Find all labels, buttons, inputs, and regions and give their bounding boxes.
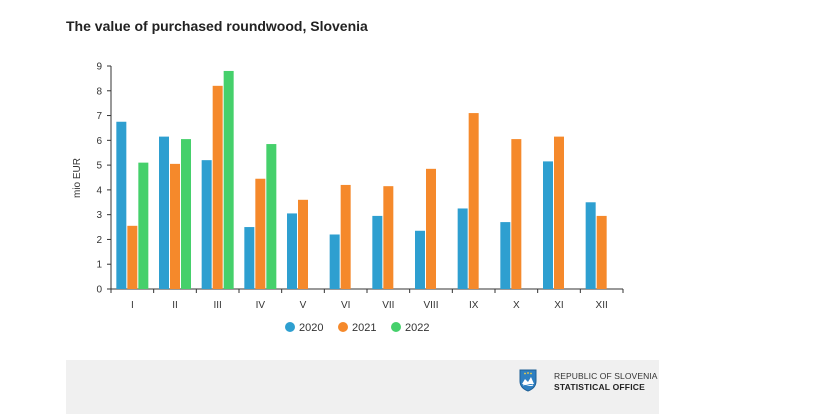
legend-marker-2021 (338, 322, 348, 332)
bar-2022-I (138, 162, 149, 289)
y-tick-label: 8 (96, 86, 102, 97)
y-tick-label: 0 (96, 285, 102, 296)
legend: 2020 2021 2022 (285, 322, 429, 334)
legend-marker-2022 (391, 322, 401, 332)
bar-2021-VIII (426, 168, 436, 289)
bar-2020-X (500, 222, 511, 289)
bar-2020-XII (585, 202, 596, 289)
x-tick-label: II (172, 300, 178, 311)
bar-2021-XII (596, 215, 607, 289)
bar-2020-VII (372, 215, 383, 289)
bar-2020-V (287, 213, 297, 289)
bar-2021-IV (255, 178, 266, 289)
bar-2021-IX (468, 113, 479, 289)
bar-2020-II (159, 136, 169, 289)
y-axis: 0 1 2 3 4 5 6 7 8 9 (96, 62, 112, 296)
y-tick-label: 6 (96, 136, 102, 147)
bar-2021-I (127, 225, 138, 289)
x-tick-label: IV (256, 300, 266, 311)
x-tick-label: IX (469, 300, 479, 311)
x-tick-label: VII (382, 300, 394, 311)
bar-2021-V (298, 199, 308, 289)
x-tick-label: III (213, 300, 221, 311)
bar-2020-XI (543, 161, 553, 289)
bar-2021-X (511, 139, 522, 289)
bar-2022-II (181, 139, 191, 289)
y-axis-label: mio EUR (72, 158, 83, 198)
bar-2021-VII (383, 186, 394, 289)
footer-bar (66, 360, 659, 414)
bar-2021-XI (554, 136, 564, 289)
legend-label-2021: 2021 (352, 322, 376, 334)
bar-2020-I (116, 121, 127, 289)
y-tick-label: 3 (96, 210, 102, 221)
chart-title: The value of purchased roundwood, Sloven… (66, 18, 368, 34)
y-tick-label: 9 (96, 62, 102, 73)
bars (116, 70, 607, 289)
org-name-line1: REPUBLIC OF SLOVENIA (554, 371, 658, 381)
bar-2020-IV (244, 227, 255, 289)
bar-2021-VI (340, 184, 351, 289)
org-name-line2: STATISTICAL OFFICE (554, 382, 645, 392)
x-axis: I II III IV V VI VII VIII IX X XI XII (110, 288, 624, 311)
bar-2020-VI (329, 234, 340, 289)
x-tick-label: XI (554, 300, 563, 311)
bar-2020-IX (457, 208, 468, 289)
x-tick-label: X (513, 300, 520, 311)
y-tick-label: 7 (96, 111, 102, 122)
y-tick-label: 5 (96, 161, 102, 172)
bar-2022-III (223, 70, 234, 289)
slovenia-coat-of-arms-icon (518, 368, 538, 392)
bar-2020-VIII (415, 230, 425, 289)
y-tick-label: 1 (96, 260, 102, 271)
bar-2021-II (170, 163, 180, 289)
bar-2021-III (212, 85, 223, 289)
y-tick-label: 2 (96, 235, 102, 246)
x-tick-label: VI (341, 300, 350, 311)
bar-2022-IV (266, 144, 277, 289)
y-tick-label: 4 (96, 185, 102, 196)
x-tick-label: V (300, 300, 307, 311)
legend-label-2020: 2020 (299, 322, 323, 334)
x-tick-label: I (131, 300, 134, 311)
legend-marker-2020 (285, 322, 295, 332)
bar-2020-III (201, 160, 212, 289)
x-tick-label: VIII (423, 300, 438, 311)
x-tick-label: XII (596, 300, 608, 311)
legend-label-2022: 2022 (405, 322, 429, 334)
